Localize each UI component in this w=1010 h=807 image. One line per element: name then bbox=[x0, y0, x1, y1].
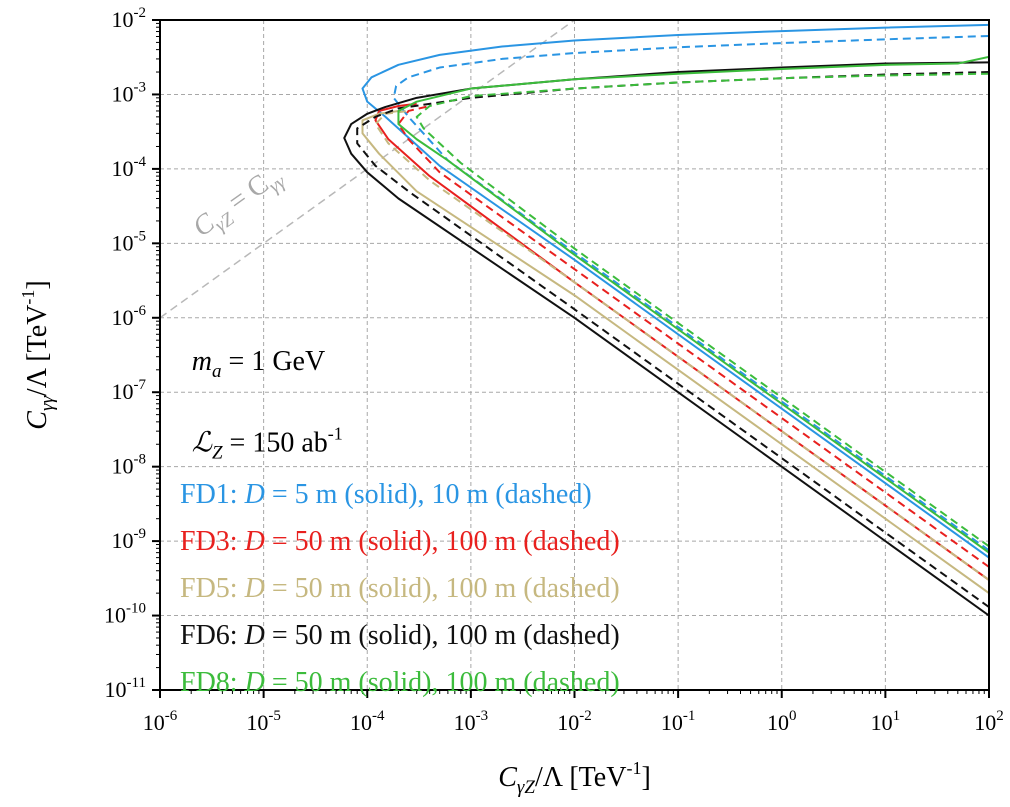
legend-entry-fd3: FD3: D = 50 m (solid), 100 m (dashed) bbox=[180, 526, 620, 557]
annotation-0: ma = 1 GeV bbox=[192, 346, 325, 382]
x-tick-label: 101 bbox=[871, 708, 901, 735]
y-tick-label: 10-4 bbox=[112, 154, 147, 181]
y-tick-label: 10-5 bbox=[112, 228, 147, 255]
x-tick-label: 100 bbox=[767, 708, 797, 735]
y-tick-label: 10-10 bbox=[104, 601, 146, 628]
ticks: 10-6 10-5 10-4 10-3 10-2 10-1 100 101 102 10-11 10… bbox=[104, 5, 1004, 735]
axis-labels: CγZ/Λ [TeV-1] Cγγ/Λ [TeV-1] bbox=[18, 280, 651, 798]
legend-entry-fd8: FD8: D = 50 m (solid), 100 m (dashed) bbox=[180, 667, 620, 698]
series-fd6-solid bbox=[343, 61, 989, 617]
legend-entry-fd6: FD6: D = 50 m (solid), 100 m (dashed) bbox=[180, 620, 620, 651]
annotations: CγZ = Cγγ ma = 1 GeV ℒZ = 150 ab-1 bbox=[187, 159, 343, 463]
y-tick-label: 10-8 bbox=[112, 452, 147, 479]
series-fd8-dashed bbox=[415, 72, 989, 548]
series-fd1-solid bbox=[361, 23, 989, 559]
y-tick-label: 10-9 bbox=[112, 526, 147, 553]
y-tick-label: 10-7 bbox=[112, 377, 147, 404]
legend-entry-fd5: FD5: D = 50 m (solid), 100 m (dashed) bbox=[180, 573, 620, 604]
annotation-1: ℒZ = 150 ab-1 bbox=[192, 423, 343, 463]
x-axis-label: CγZ/Λ [TeV-1] bbox=[498, 758, 651, 798]
series-fd5-dashed bbox=[374, 109, 989, 581]
x-tick-label: 10-4 bbox=[350, 708, 385, 735]
legend-entry-fd1: FD1: D = 5 m (solid), 10 m (dashed) bbox=[180, 479, 592, 510]
x-tick-label: 10-1 bbox=[661, 708, 696, 735]
x-tick-label: 102 bbox=[974, 708, 1004, 735]
y-tick-label: 10-2 bbox=[112, 5, 147, 32]
series-fd1-dashed bbox=[392, 34, 989, 552]
x-tick-label: 10-3 bbox=[454, 708, 489, 735]
x-tick-label: 10-6 bbox=[143, 708, 178, 735]
diagonal-label: CγZ = Cγγ bbox=[187, 159, 290, 247]
y-tick-label: 10-11 bbox=[105, 675, 146, 702]
series-fd8-solid bbox=[397, 55, 989, 554]
y-axis-label: Cγγ/Λ [TeV-1] bbox=[18, 280, 58, 429]
series-fd6-dashed bbox=[356, 71, 989, 608]
series-layer bbox=[343, 23, 989, 617]
y-tick-label: 10-6 bbox=[112, 303, 147, 330]
y-tick-label: 10-3 bbox=[112, 79, 147, 106]
legend: FD1: D = 5 m (solid), 10 m (dashed) FD3: … bbox=[180, 479, 620, 698]
series-fd5-solid bbox=[361, 109, 989, 594]
x-tick-label: 10-5 bbox=[246, 708, 281, 735]
x-tick-label: 10-2 bbox=[557, 708, 592, 735]
